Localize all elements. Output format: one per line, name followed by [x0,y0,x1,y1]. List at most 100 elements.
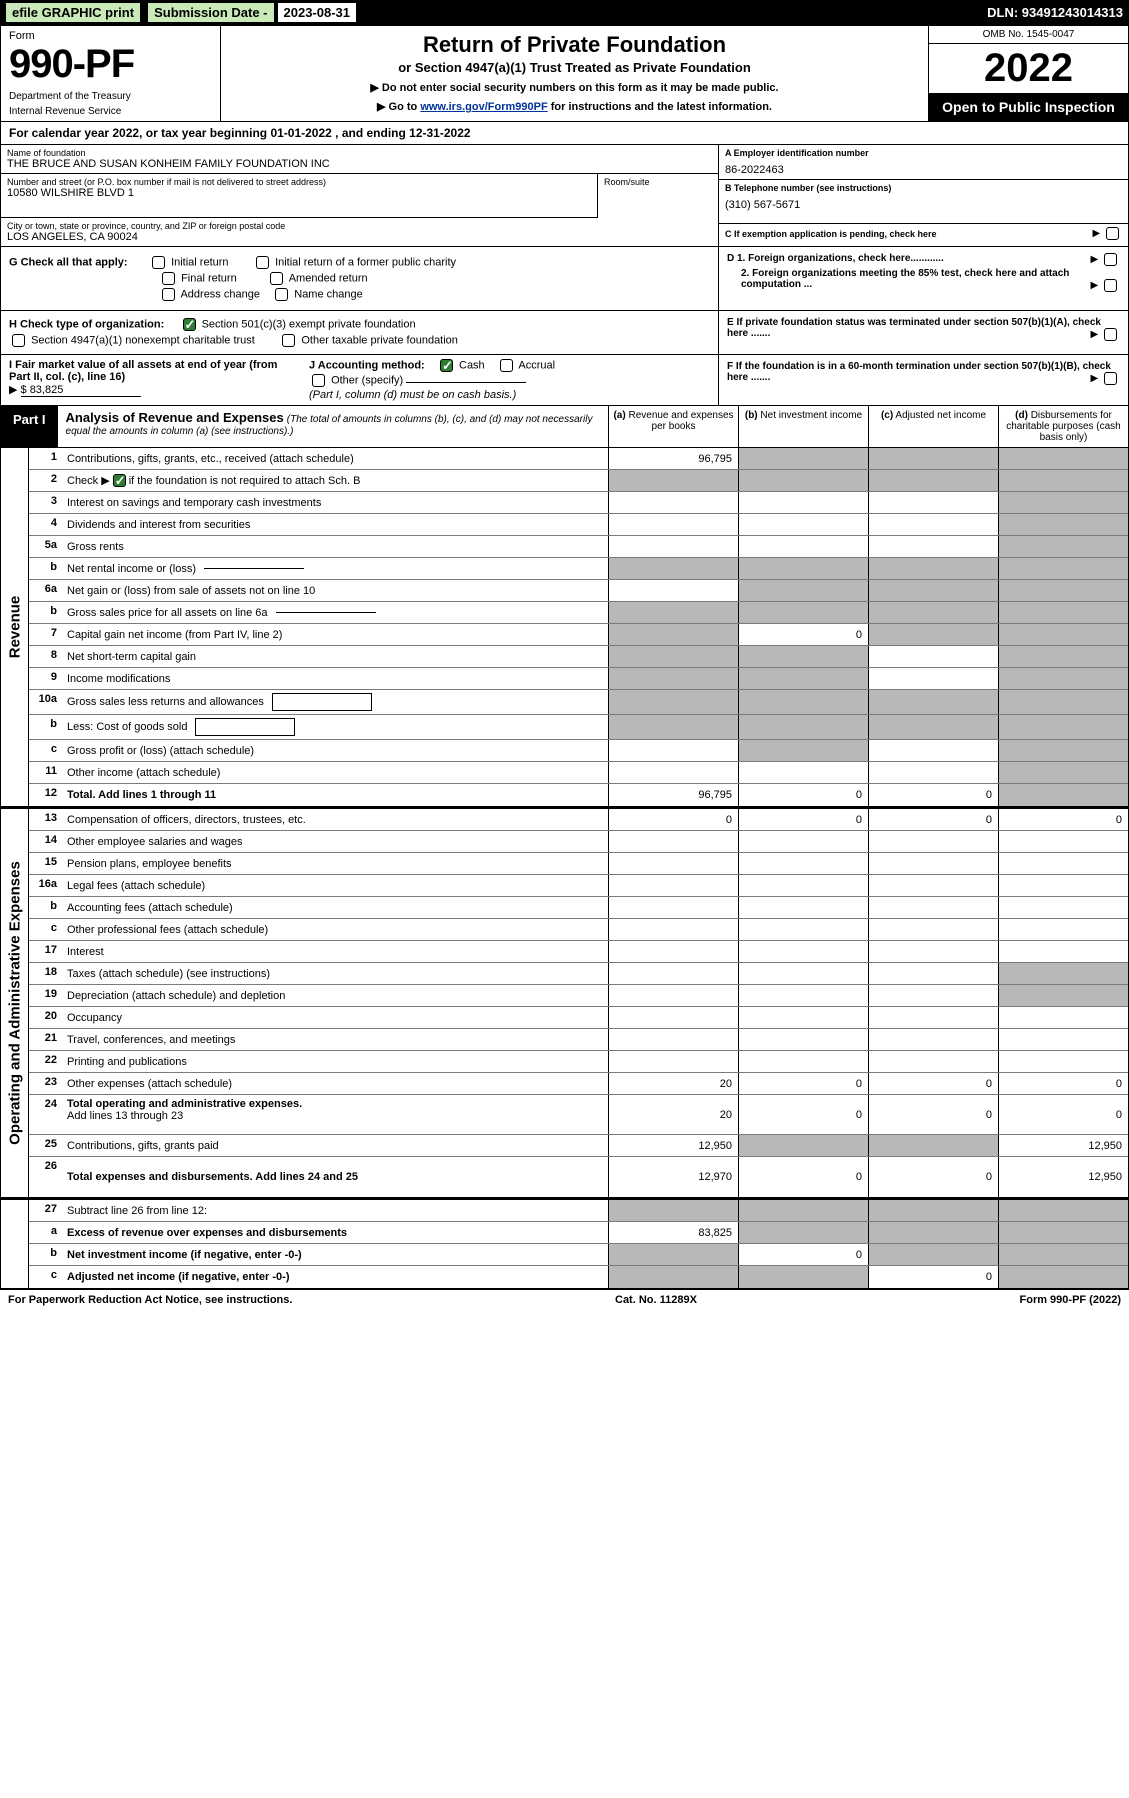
row-7: 7Capital gain net income (from Part IV, … [29,624,1128,646]
revenue-side-label: Revenue [1,448,29,806]
submission-date: 2023-08-31 [278,3,357,22]
i-value: $ 83,825 [21,384,141,397]
exempt-row: C If exemption application is pending, c… [719,224,1128,243]
note-ssn: ▶ Do not enter social security numbers o… [229,81,920,94]
ein-row: A Employer identification number 86-2022… [719,145,1128,180]
h-row: H Check type of organization: Section 50… [1,311,718,354]
col-b-head: (b) Net investment income [738,406,868,447]
checks-g-d: G Check all that apply: Initial return I… [0,247,1129,311]
top-bar: efile GRAPHIC print Submission Date - 20… [0,0,1129,25]
row-12: 12Total. Add lines 1 through 1196,79500 [29,784,1128,806]
form-number: 990-PF [9,42,212,87]
ein: 86-2022463 [725,164,1122,176]
room-row: Room/suite [598,174,718,218]
row-2: 2Check ▶ if the foundation is not requir… [29,470,1128,492]
irs: Internal Revenue Service [9,106,212,117]
col-a-head: (a) Revenue and expenses per books [608,406,738,447]
row-9: 9Income modifications [29,668,1128,690]
row-11: 11Other income (attach schedule) [29,762,1128,784]
tax-year: 2022 [929,44,1128,93]
row-17: 17Interest [29,941,1128,963]
row-21: 21Travel, conferences, and meetings [29,1029,1128,1051]
form-subtitle: or Section 4947(a)(1) Trust Treated as P… [229,60,920,75]
footer: For Paperwork Reduction Act Notice, see … [0,1289,1129,1310]
row-27a: aExcess of revenue over expenses and dis… [29,1222,1128,1244]
col-d-head: (d) Disbursements for charitable purpose… [998,406,1128,447]
row-27b: bNet investment income (if negative, ent… [29,1244,1128,1266]
row-8: 8Net short-term capital gain [29,646,1128,668]
row-22: 22Printing and publications [29,1051,1128,1073]
expenses-section: Operating and Administrative Expenses 13… [0,807,1129,1198]
f-checkbox[interactable] [1104,372,1117,385]
d1-checkbox[interactable] [1104,253,1117,266]
foundation-name: THE BRUCE AND SUSAN KONHEIM FAMILY FOUND… [7,158,712,170]
row-3: 3Interest on savings and temporary cash … [29,492,1128,514]
phone-row: B Telephone number (see instructions) (3… [719,180,1128,224]
part1-label: Part I [1,406,58,447]
g-row1: G Check all that apply: Initial return I… [9,256,710,269]
checks-h-e: H Check type of organization: Section 50… [0,311,1129,355]
submission-label: Submission Date - [148,3,273,22]
row-19: 19Depreciation (attach schedule) and dep… [29,985,1128,1007]
phone: (310) 567-5671 [725,199,1122,211]
j-block: J Accounting method: Cash Accrual Other … [309,359,555,401]
exempt-checkbox[interactable] [1106,227,1119,240]
checks-ij-f: I Fair market value of all assets at end… [0,355,1129,406]
h-501c3-checkbox[interactable] [183,318,196,331]
col-c-head: (c) Adjusted net income [868,406,998,447]
g-initial-former-checkbox[interactable] [256,256,269,269]
row-5b: bNet rental income or (loss) [29,558,1128,580]
row-13: 13Compensation of officers, directors, t… [29,809,1128,831]
expenses-side-label: Operating and Administrative Expenses [1,809,29,1197]
part1-desc: Analysis of Revenue and Expenses (The to… [58,406,608,447]
row-10b: bLess: Cost of goods sold [29,715,1128,740]
row-1: 1Contributions, gifts, grants, etc., rec… [29,448,1128,470]
address: 10580 WILSHIRE BLVD 1 [7,187,591,199]
h-4947-checkbox[interactable] [12,334,25,347]
open-inspection: Open to Public Inspection [929,93,1128,121]
g-row2: Final return Amended return [9,272,710,285]
row-16a: 16aLegal fees (attach schedule) [29,875,1128,897]
g-name-checkbox[interactable] [275,288,288,301]
row-26: 26Total expenses and disbursements. Add … [29,1157,1128,1197]
row-20: 20Occupancy [29,1007,1128,1029]
row-6a: 6aNet gain or (loss) from sale of assets… [29,580,1128,602]
e-row: E If private foundation status was termi… [718,311,1128,354]
g-address-checkbox[interactable] [162,288,175,301]
row-25: 25Contributions, gifts, grants paid12,95… [29,1135,1128,1157]
city-row: City or town, state or province, country… [1,218,718,246]
dept-treasury: Department of the Treasury [9,91,212,102]
header-right: OMB No. 1545-0047 2022 Open to Public In… [928,26,1128,121]
d2-checkbox[interactable] [1104,279,1117,292]
header-left: Form 990-PF Department of the Treasury I… [1,26,221,121]
calendar-year-row: For calendar year 2022, or tax year begi… [0,122,1129,145]
j-note: (Part I, column (d) must be on cash basi… [309,389,555,401]
j-accrual-checkbox[interactable] [500,359,513,372]
row-14: 14Other employee salaries and wages [29,831,1128,853]
g-amended-checkbox[interactable] [270,272,283,285]
city: LOS ANGELES, CA 90024 [7,231,712,243]
address-row: Number and street (or P.O. box number if… [1,174,598,218]
row-10c: cGross profit or (loss) (attach schedule… [29,740,1128,762]
row-15: 15Pension plans, employee benefits [29,853,1128,875]
part1-header: Part I Analysis of Revenue and Expenses … [0,406,1129,448]
foundation-info: Name of foundation THE BRUCE AND SUSAN K… [0,145,1129,247]
h-other-checkbox[interactable] [282,334,295,347]
row-27c: cAdjusted net income (if negative, enter… [29,1266,1128,1288]
note-link: ▶ Go to www.irs.gov/Form990PF for instru… [229,100,920,113]
j-cash-checkbox[interactable] [440,359,453,372]
schb-checkbox[interactable] [113,474,126,487]
row-23: 23Other expenses (attach schedule)20000 [29,1073,1128,1095]
efile-badge: efile GRAPHIC print [6,3,140,22]
f-row: F If the foundation is in a 60-month ter… [718,355,1128,405]
irs-link[interactable]: www.irs.gov/Form990PF [420,101,547,113]
row-24: 24Total operating and administrative exp… [29,1095,1128,1135]
row-16c: cOther professional fees (attach schedul… [29,919,1128,941]
j-other-checkbox[interactable] [312,374,325,387]
e-checkbox[interactable] [1104,328,1117,341]
g-initial-checkbox[interactable] [152,256,165,269]
g-final-checkbox[interactable] [162,272,175,285]
row-6b: bGross sales price for all assets on lin… [29,602,1128,624]
row-18: 18Taxes (attach schedule) (see instructi… [29,963,1128,985]
form-label: Form [9,30,212,42]
